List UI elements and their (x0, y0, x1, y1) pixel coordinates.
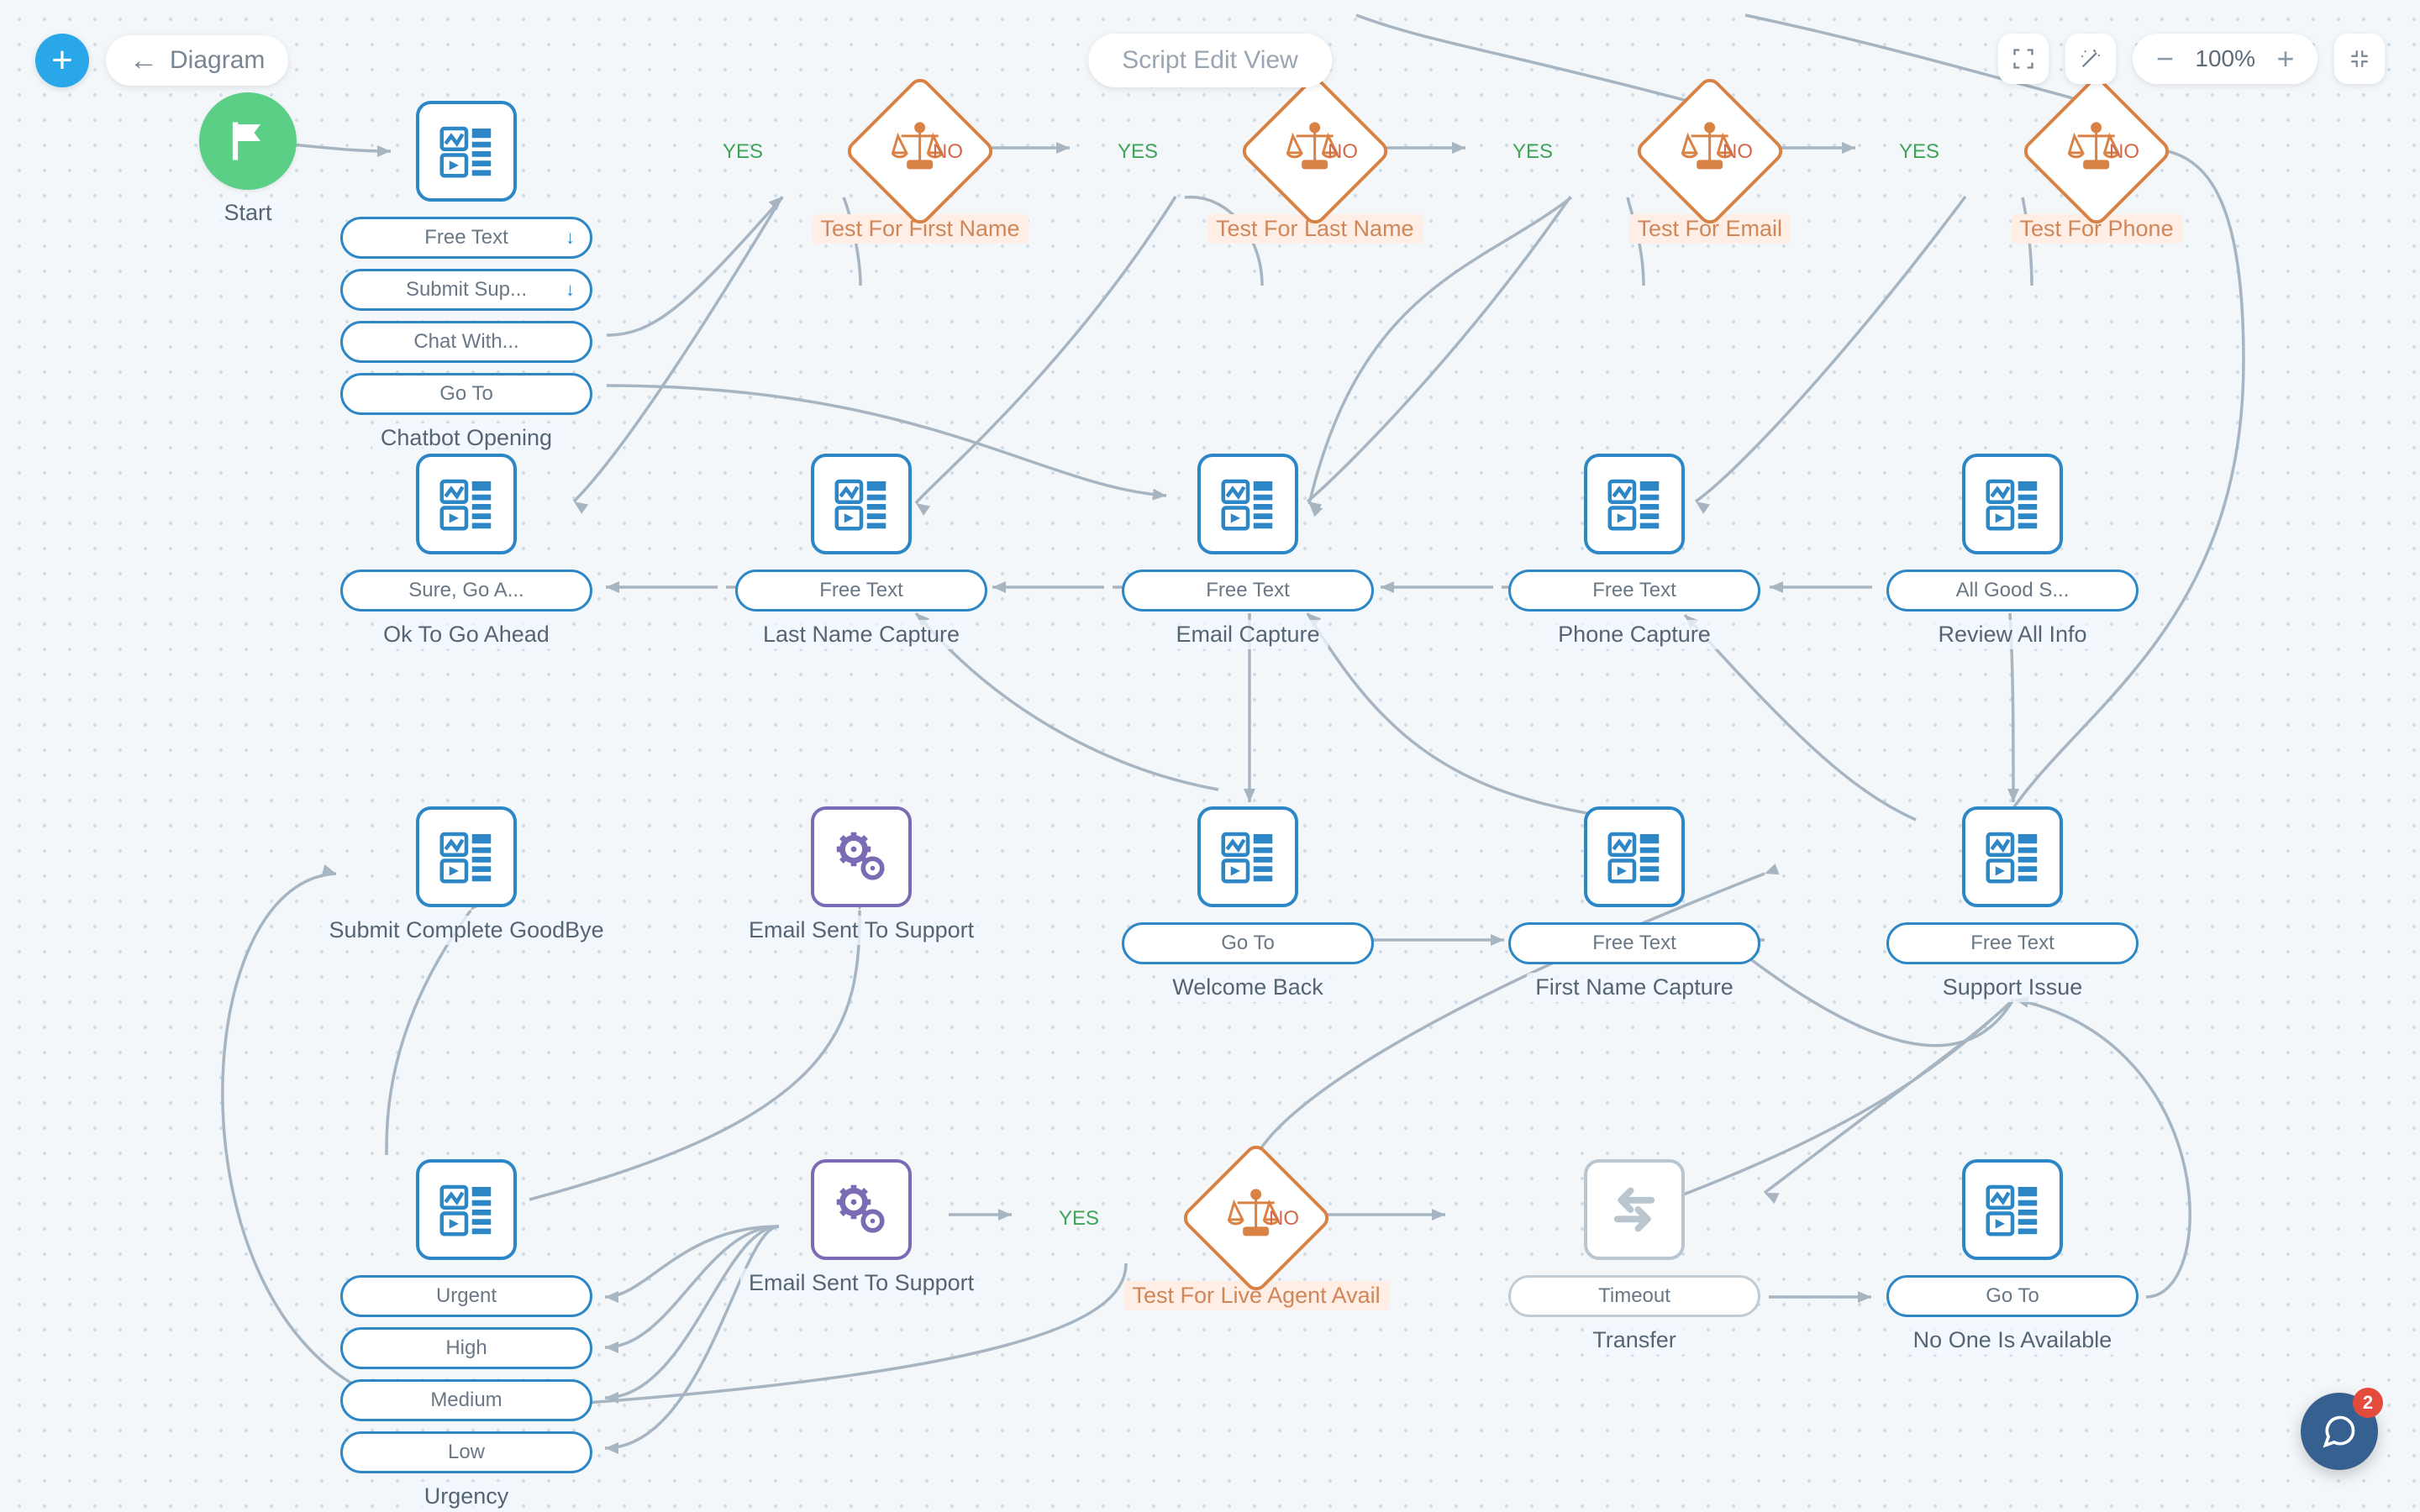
node-label-reviewAllInfo: Review All Info (1929, 620, 2095, 649)
content-icon (1962, 454, 2063, 554)
diagram-canvas[interactable]: StartFree Text↓Submit Sup...↓Chat With..… (0, 0, 2420, 1512)
content-icon (1197, 806, 1298, 907)
pill-urgency-1[interactable]: High (340, 1327, 592, 1369)
content-icon (1584, 806, 1685, 907)
node-testPhone[interactable]: Test For Phone (2012, 97, 2182, 244)
node-testFirstName[interactable]: Test For First Name (813, 97, 1028, 244)
pill-lastNameCapture-0[interactable]: Free Text (735, 570, 987, 612)
chat-count-badge: 2 (2353, 1388, 2383, 1418)
zoom-in-button[interactable]: + (2262, 41, 2309, 76)
back-diagram-button[interactable]: ← Diagram (106, 35, 288, 86)
content-icon (416, 454, 517, 554)
node-submitGoodbye[interactable]: Submit Complete GoodBye (321, 806, 613, 945)
pill-reviewAllInfo-0[interactable]: All Good S... (1886, 570, 2139, 612)
node-supportIssue[interactable]: Free Text Support Issue (1886, 806, 2139, 1002)
no-label: NO (1723, 140, 1753, 164)
node-okGoAhead[interactable]: Sure, Go A... Ok To Go Ahead (340, 454, 592, 649)
magic-wand-button[interactable] (2065, 34, 2116, 84)
node-label-noOneAvail: No One Is Available (1905, 1326, 2121, 1355)
node-label-urgency: Urgency (416, 1482, 518, 1511)
node-label-welcomeBack: Welcome Back (1164, 973, 1332, 1002)
back-label: Diagram (170, 46, 265, 75)
pill-chatbotOpening-1[interactable]: Submit Sup...↓ (340, 269, 592, 311)
node-firstNameCapture[interactable]: Free Text First Name Capture (1508, 806, 1760, 1002)
node-label-okGoAhead: Ok To Go Ahead (375, 620, 558, 649)
node-label-supportIssue: Support Issue (1934, 973, 2091, 1002)
pill-welcomeBack-0[interactable]: Go To (1122, 922, 1374, 964)
no-label: NO (2109, 140, 2139, 164)
page-title: Script Edit View (1122, 46, 1298, 75)
start-icon (199, 92, 297, 190)
content-icon (416, 101, 517, 202)
node-testLiveAgent[interactable]: Test For Live Agent Avail (1124, 1163, 1389, 1310)
pill-chatbotOpening-3[interactable]: Go To (340, 373, 592, 415)
yes-label: YES (1059, 1207, 1099, 1231)
node-label-start: Start (215, 198, 280, 228)
pill-urgency-0[interactable]: Urgent (340, 1275, 592, 1317)
pill-emailCapture-0[interactable]: Free Text (1122, 570, 1374, 612)
collapse-button[interactable] (2334, 34, 2385, 84)
zoom-value: 100% (2188, 45, 2262, 72)
transfer-icon (1584, 1159, 1685, 1260)
node-label-firstNameCapture: First Name Capture (1527, 973, 1742, 1002)
node-noOneAvail[interactable]: Go To No One Is Available (1886, 1159, 2139, 1355)
node-emailCapture[interactable]: Free Text Email Capture (1122, 454, 1374, 649)
page-title-chip: Script Edit View (1088, 34, 1332, 87)
pill-urgency-2[interactable]: Medium (340, 1379, 592, 1421)
content-icon (416, 1159, 517, 1260)
chat-badge-button[interactable]: 2 (2301, 1393, 2378, 1470)
content-icon (1584, 454, 1685, 554)
yes-label: YES (1899, 140, 1939, 164)
content-icon (811, 454, 912, 554)
node-label-chatbotOpening: Chatbot Opening (372, 423, 560, 453)
node-label-submitGoodbye: Submit Complete GoodBye (321, 916, 613, 945)
yes-label: YES (1512, 140, 1553, 164)
pill-transfer-0[interactable]: Timeout (1508, 1275, 1760, 1317)
yes-label: YES (1118, 140, 1158, 164)
node-chatbotOpening[interactable]: Free Text↓ Submit Sup...↓ Chat With... Go T… (340, 101, 592, 453)
pill-chatbotOpening-0[interactable]: Free Text↓ (340, 217, 592, 259)
pill-supportIssue-0[interactable]: Free Text (1886, 922, 2139, 964)
chevron-down-icon: ↓ (566, 279, 575, 301)
node-label-emailSupport1: Email Sent To Support (740, 916, 982, 945)
zoom-out-button[interactable]: − (2141, 41, 2188, 76)
gear-icon (811, 1159, 912, 1260)
chevron-down-icon: ↓ (566, 227, 575, 249)
node-reviewAllInfo[interactable]: All Good S... Review All Info (1886, 454, 2139, 649)
node-urgency[interactable]: Urgent High Medium Low Urgency (340, 1159, 592, 1511)
node-label-lastNameCapture: Last Name Capture (755, 620, 968, 649)
yes-label: YES (723, 140, 763, 164)
node-label-emailSupport2: Email Sent To Support (740, 1268, 982, 1298)
arrow-left-icon: ← (129, 45, 158, 77)
pill-urgency-3[interactable]: Low (340, 1431, 592, 1473)
content-icon (1962, 806, 2063, 907)
no-label: NO (1328, 140, 1358, 164)
node-label-transfer: Transfer (1584, 1326, 1685, 1355)
node-start[interactable]: Start (199, 92, 297, 228)
pill-noOneAvail-0[interactable]: Go To (1886, 1275, 2139, 1317)
pill-chatbotOpening-2[interactable]: Chat With... (340, 321, 592, 363)
pill-firstNameCapture-0[interactable]: Free Text (1508, 922, 1760, 964)
node-label-emailCapture: Email Capture (1167, 620, 1328, 649)
add-button[interactable]: + (35, 34, 89, 87)
node-welcomeBack[interactable]: Go To Welcome Back (1122, 806, 1374, 1002)
node-emailSupport1[interactable]: Email Sent To Support (740, 806, 982, 945)
content-icon (1197, 454, 1298, 554)
node-testLastName[interactable]: Test For Last Name (1207, 97, 1423, 244)
zoom-control: − 100% + (2133, 34, 2317, 84)
pill-phoneCapture-0[interactable]: Free Text (1508, 570, 1760, 612)
no-label: NO (933, 140, 963, 164)
gear-icon (811, 806, 912, 907)
fullscreen-button[interactable] (1998, 34, 2049, 84)
node-emailSupport2[interactable]: Email Sent To Support (740, 1159, 982, 1298)
node-lastNameCapture[interactable]: Free Text Last Name Capture (735, 454, 987, 649)
node-testEmail[interactable]: Test For Email (1629, 97, 1791, 244)
pill-okGoAhead-0[interactable]: Sure, Go A... (340, 570, 592, 612)
no-label: NO (1269, 1207, 1299, 1231)
node-label-phoneCapture: Phone Capture (1549, 620, 1719, 649)
content-icon (416, 806, 517, 907)
content-icon (1962, 1159, 2063, 1260)
node-transfer[interactable]: Timeout Transfer (1508, 1159, 1760, 1355)
node-phoneCapture[interactable]: Free Text Phone Capture (1508, 454, 1760, 649)
